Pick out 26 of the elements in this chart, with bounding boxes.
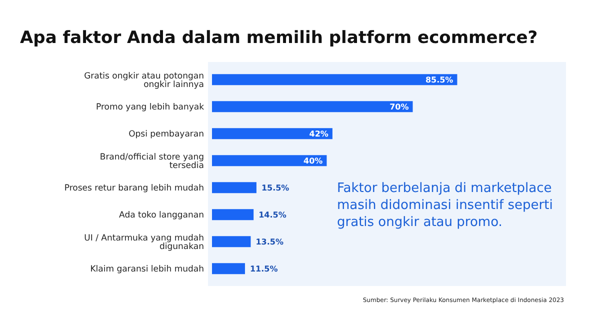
- y-tick-label: Ada toko langganan: [119, 210, 204, 221]
- data-label: 70%: [390, 102, 409, 112]
- data-label: 42%: [309, 129, 328, 138]
- data-label: 13.5%: [256, 237, 284, 246]
- bar: [212, 128, 332, 140]
- data-label: 15.5%: [261, 183, 290, 192]
- chart-title: Apa faktor Anda dalam memilih platform ecommerce?: [20, 28, 538, 48]
- y-tick-label: Opsi pembayaran: [128, 130, 204, 140]
- y-tick-label: Klaim garansi lebih mudah: [90, 264, 204, 275]
- y-tick-label: Proses retur barang lebih mudah: [64, 184, 204, 194]
- annotation: Faktor berbelanja di marketplace masih didominasi insentif seperti gratis ongkir atau promo.: [337, 180, 554, 231]
- bar: [212, 236, 251, 248]
- y-tick-label: Brand/official store yang tersedia: [100, 152, 204, 171]
- bar: [212, 155, 327, 166]
- bar: [212, 182, 256, 194]
- y-tick-label: UI / Antarmuka yang mudah digunakan: [84, 233, 204, 252]
- bar: [212, 101, 413, 112]
- data-label: 14.5%: [258, 210, 286, 220]
- bar: [212, 209, 254, 220]
- y-tick-label: Gratis ongkir atau potongan ongkir lainnya: [84, 71, 204, 90]
- bar: [212, 74, 458, 86]
- data-label: 40%: [304, 156, 323, 166]
- y-tick-label: Promo yang lebih banyak: [96, 102, 204, 113]
- data-label: 11.5%: [250, 264, 278, 274]
- data-label: 85.5%: [425, 75, 454, 84]
- bar: [212, 263, 245, 274]
